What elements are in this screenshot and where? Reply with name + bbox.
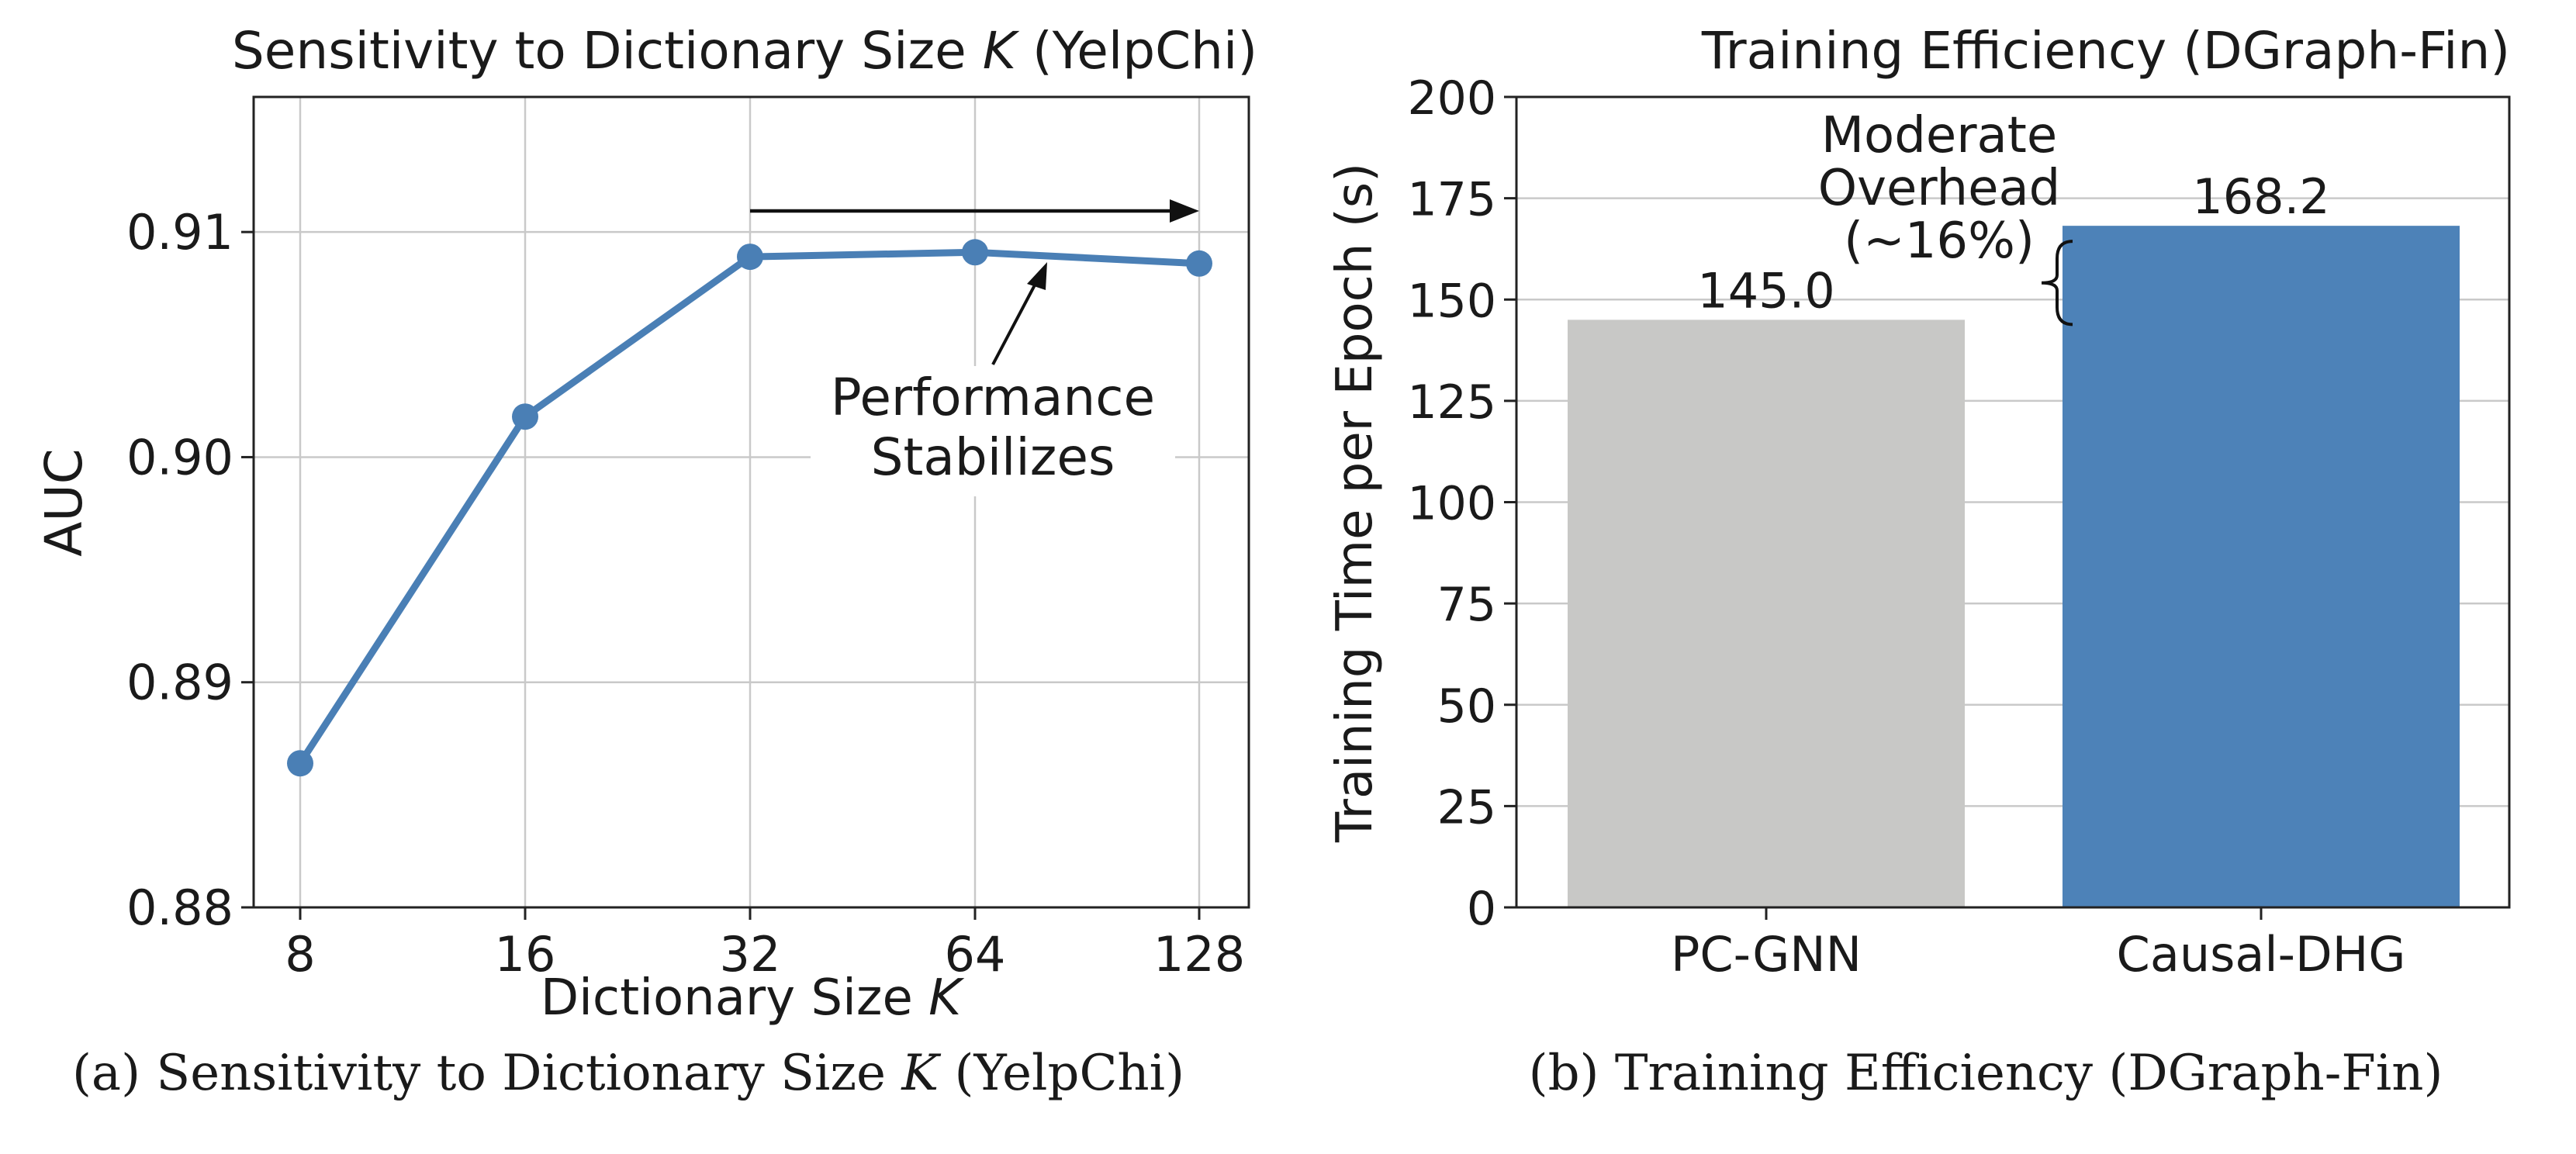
- brace-label-line-1: Moderate: [1821, 107, 2057, 164]
- chart-a-ytick-label: 0.91: [126, 204, 233, 261]
- chart-b-ytick-label: 100: [1407, 477, 1496, 531]
- annotation-line-2: Stabilizes: [871, 427, 1115, 487]
- chart-a-x-ticks: 8 16 32 64 128: [285, 907, 1245, 983]
- data-point-k-128: [1186, 250, 1212, 277]
- chart-a-series: [287, 239, 1212, 777]
- chart-a-ytick-label: 0.88: [126, 879, 233, 936]
- data-point-k-16: [512, 403, 538, 430]
- bar-value-label: 145.0: [1697, 262, 1835, 319]
- chart-b-ytick-label: 25: [1437, 780, 1496, 834]
- range-arrow-annotation: [750, 199, 1199, 223]
- data-point-k-32: [737, 244, 763, 271]
- chart-b-xtick-label: PC-GNN: [1671, 926, 1862, 983]
- chart-a-xtick-label: 16: [495, 926, 556, 983]
- chart-b-ytick-label: 175: [1407, 173, 1496, 227]
- data-point-k-8: [287, 750, 313, 777]
- annotation-text-background: [811, 366, 1175, 496]
- chart-b-title: Training Efficiency (DGraph-Fin): [1701, 21, 2510, 81]
- brace-label-line-3: (~16%): [1844, 212, 2035, 270]
- chart-b-ytick-label: 0: [1467, 882, 1496, 936]
- range-arrowhead: [1170, 199, 1199, 223]
- chart-a-grid: [254, 97, 1249, 909]
- annotation-arrowhead: [1027, 262, 1047, 290]
- caption-b: (b) Training Efficiency (DGraph-Fin): [1529, 1045, 2443, 1102]
- chart-a-title: Sensitivity to Dictionary Size K (YelpCh…: [232, 21, 1257, 81]
- brace-label-line-2: Overhead: [1818, 160, 2061, 217]
- chart-b-x-ticks: PC-GNN Causal-DHG: [1671, 907, 2406, 983]
- chart-a-xtick-label: 128: [1153, 926, 1245, 983]
- chart-a-ytick-label: 0.90: [126, 429, 233, 485]
- annotation-line-1: Performance: [831, 368, 1155, 427]
- chart-b-ylabel: Training Time per Epoch (s): [1326, 163, 1384, 843]
- annotation-arrow: [991, 278, 1039, 365]
- chart-a-ylabel: AUC: [34, 448, 94, 557]
- chart-a-xtick-label: 64: [945, 926, 1006, 983]
- chart-a-y-ticks: 0.88 0.89 0.90 0.91: [126, 204, 254, 936]
- chart-b-xtick-label: Causal-DHG: [2117, 926, 2406, 983]
- chart-a-xlabel: Dictionary Size K: [541, 969, 965, 1027]
- chart-b: Training Efficiency (DGraph-Fin) 145.0 16…: [1326, 21, 2511, 1102]
- chart-a-frame: [252, 95, 1250, 909]
- chart-b-ytick-label: 125: [1407, 375, 1496, 430]
- chart-a-xtick-label: 32: [720, 926, 781, 983]
- chart-a-ytick-label: 0.89: [126, 655, 233, 711]
- bar-causal-dhg: [2063, 226, 2460, 907]
- chart-b-y-ticks: 0 25 50 75 100 125 150 175 200: [1407, 71, 1516, 936]
- chart-b-ytick-label: 75: [1437, 578, 1496, 632]
- chart-b-bars: 145.0 168.2: [1568, 168, 2460, 907]
- data-point-k-64: [962, 239, 988, 266]
- chart-b-frame: [1515, 95, 2511, 909]
- chart-b-ytick-label: 50: [1437, 679, 1496, 734]
- brace-annotation: [2041, 240, 2073, 327]
- bar-pc-gnn: [1568, 320, 1965, 907]
- bar-value-label: 168.2: [2192, 168, 2330, 225]
- chart-a: Sensitivity to Dictionary Size K (YelpCh…: [34, 21, 1257, 1102]
- chart-a-xtick-label: 8: [285, 926, 315, 983]
- caption-a: (a) Sensitivity to Dictionary Size K (Ye…: [72, 1045, 1184, 1102]
- chart-b-ytick-label: 150: [1407, 274, 1496, 328]
- chart-b-ytick-label: 200: [1407, 71, 1496, 126]
